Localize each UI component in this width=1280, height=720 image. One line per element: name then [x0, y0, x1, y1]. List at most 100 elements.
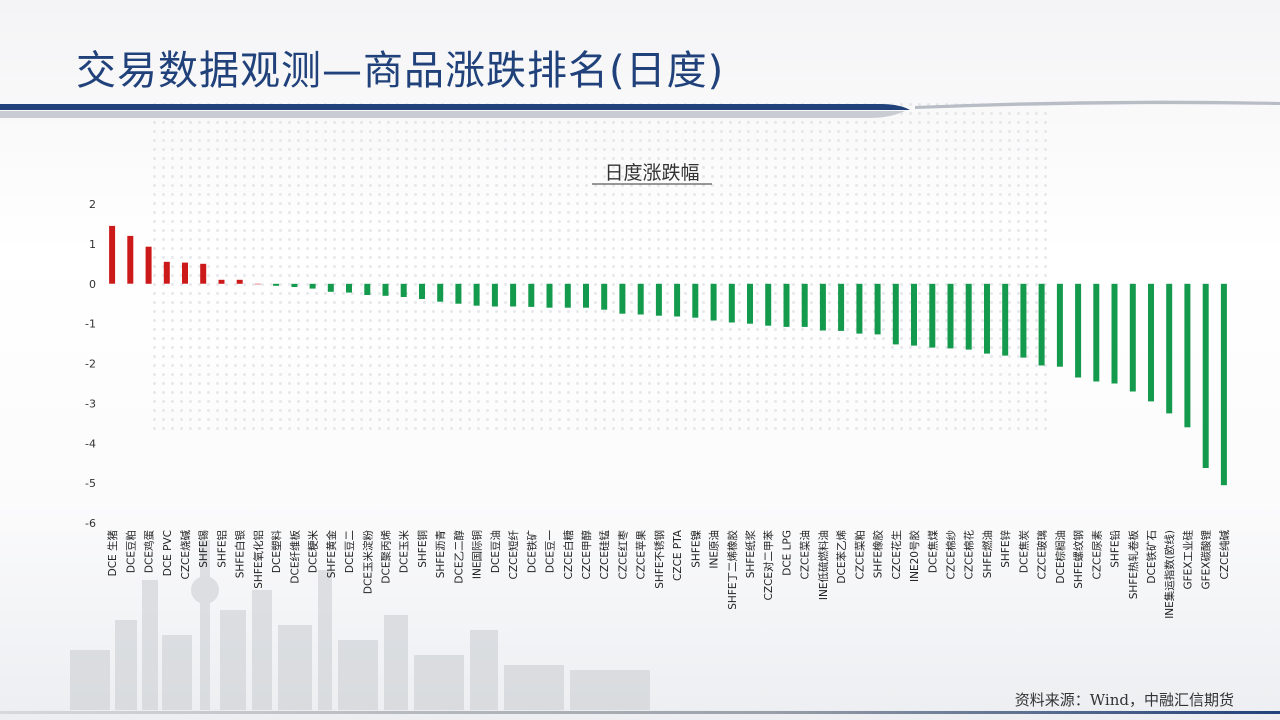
x-tick-label: CZCE烧碱: [179, 530, 192, 580]
bar: [911, 283, 917, 346]
bar: [892, 283, 899, 345]
x-tick-label: GFEX工业硅: [1181, 530, 1194, 590]
x-tick-label: SHFE丁二烯橡胶: [726, 530, 739, 610]
bar: [254, 283, 261, 285]
y-tick-label: -6: [85, 517, 96, 530]
bar: [655, 283, 662, 316]
bar: [1020, 283, 1027, 358]
bar: [929, 283, 936, 348]
x-tick-label: DCE PVC: [162, 530, 174, 576]
x-tick-label: CZCE菜油: [799, 530, 812, 580]
y-tick-label: -4: [85, 437, 96, 450]
x-tick-label: DCE焦煤: [926, 530, 939, 574]
bar: [619, 283, 626, 314]
x-axis-labels: DCE 生猪 DCE豆粕 DCE鸡蛋 DCE PVC CZCE烧碱 SHFE锡 SHFE铝 S…: [106, 529, 1231, 619]
bar: [400, 283, 407, 297]
x-tick-label: DCE豆一: [545, 530, 557, 574]
city-skyline-decoration: [70, 540, 650, 710]
y-tick-label: 1: [89, 238, 96, 251]
bar: [382, 283, 389, 296]
x-tick-label: DCE铁矿石: [1145, 530, 1158, 584]
x-tick-label: DCE纤维板: [288, 530, 301, 584]
x-tick-label: DCE豆粕: [124, 530, 137, 573]
bar: [327, 283, 334, 292]
x-tick-label: SHFE锌: [999, 530, 1012, 568]
bar: [1166, 283, 1173, 414]
y-tick-label: -5: [85, 477, 96, 490]
x-tick-label: CZCE短纤: [507, 530, 520, 580]
title-swoosh: [0, 100, 1280, 118]
bar: [510, 283, 517, 307]
bar: [1002, 283, 1009, 356]
x-tick-label: DCE塑料: [270, 530, 283, 574]
bar: [801, 283, 808, 327]
bar: [583, 283, 589, 308]
x-tick-label: SHFE铜: [417, 530, 429, 568]
bar: [1038, 283, 1045, 366]
x-tick-label: DCE铁矿: [525, 530, 538, 573]
bar: [364, 283, 371, 295]
x-tick-label: SHFE白银: [234, 530, 247, 579]
x-tick-label: CZCE菜粕: [853, 530, 866, 580]
x-tick-label: SHFE纸浆: [744, 530, 757, 579]
bar: [127, 235, 134, 284]
bar: [1148, 283, 1154, 402]
chart-title: 日度涨跌幅: [604, 162, 699, 184]
x-tick-label: CZCE对二甲苯: [762, 530, 775, 601]
x-tick-label: CZCE玻璃: [1036, 530, 1049, 580]
bar: [947, 283, 954, 349]
bar: [546, 283, 553, 308]
bar: [984, 283, 990, 354]
x-tick-label: CZCE棉花: [963, 530, 976, 580]
y-axis: 2 1 0 -1 -2 -3 -4 -5 -6: [85, 198, 96, 530]
bar: [455, 283, 462, 304]
bar: [236, 279, 243, 284]
bar: [1111, 283, 1118, 384]
x-tick-label: SHFE锡: [197, 530, 210, 568]
x-tick-label: INE原油: [708, 530, 721, 569]
x-tick-label: SHFE铅: [1109, 530, 1122, 568]
bar: [1093, 283, 1100, 382]
bar: [473, 283, 480, 306]
y-tick-label: -2: [85, 358, 96, 371]
x-tick-label: CZCE硅锰: [598, 530, 611, 580]
bar: [528, 283, 535, 307]
bar: [309, 283, 316, 289]
x-tick-label: DCE鸡蛋: [143, 530, 156, 574]
x-tick-label: INE集运指数(欧线): [1163, 530, 1176, 619]
x-tick-label: CZCE花生: [890, 530, 903, 580]
bar: [109, 225, 116, 284]
x-tick-label: SHFE沥青: [434, 530, 447, 578]
bar: [692, 283, 699, 318]
bars: [109, 225, 1227, 486]
x-tick-label: DCE聚丙烯: [380, 530, 393, 584]
y-tick-label: 2: [89, 198, 96, 211]
bar: [1075, 283, 1082, 378]
x-tick-label: SHFE不锈钢: [653, 530, 666, 589]
x-tick-label: SHFE铝: [215, 530, 228, 568]
bar: [218, 279, 225, 284]
x-tick-label: DCE LPG: [781, 530, 793, 576]
x-tick-label: GFEX碳酸锂: [1200, 530, 1213, 590]
x-tick-label: CZCE纯碱: [1218, 530, 1231, 580]
x-tick-label: DCE豆油: [489, 530, 502, 573]
bar: [1202, 283, 1209, 468]
bar: [491, 283, 498, 307]
bar: [674, 283, 681, 317]
bar: [601, 283, 608, 310]
x-tick-label: DCE焦炭: [1017, 530, 1030, 574]
x-tick-label: SHFE镍: [689, 530, 702, 568]
y-tick-label: -3: [85, 397, 96, 410]
x-tick-label: DCE玉米: [398, 530, 411, 574]
x-tick-label: INE低硫燃料油: [817, 530, 830, 600]
source-note: 资料来源：Wind，中融汇信期货: [1014, 691, 1234, 709]
x-tick-label: CZCE尿素: [1090, 530, 1103, 580]
bar: [765, 283, 772, 326]
bar: [819, 283, 826, 331]
bar: [145, 246, 152, 284]
footer-line: [0, 711, 1280, 714]
x-tick-label: CZCE苹果: [635, 530, 648, 580]
x-tick-label: INE国际铜: [472, 530, 484, 579]
bar: [182, 262, 188, 284]
